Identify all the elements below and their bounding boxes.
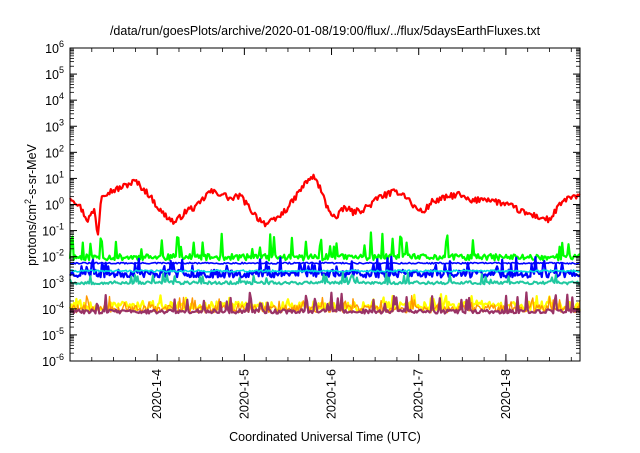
- series-layer: [68, 173, 581, 315]
- x-tick-label: 2020-1-5: [237, 369, 251, 419]
- y-tick-label: 10-3: [42, 274, 64, 291]
- y-tick-label: 103: [45, 117, 64, 134]
- y-tick-label: 101: [45, 169, 64, 186]
- axes-layer: 10-6 10-5 10-4 10-3 10-2 10-1 100 101 102 103 104 1…: [42, 39, 581, 419]
- series-line-teal: [69, 271, 581, 286]
- x-tick-label: 2020-1-7: [412, 369, 426, 419]
- chart-title: /data/run/goesPlots/archive/2020-01-08/1…: [110, 24, 541, 38]
- y-tick-label: 106: [45, 39, 64, 56]
- series-line-green: [68, 231, 581, 262]
- x-tick-label: 2020-1-6: [325, 369, 339, 419]
- y-tick-label: 104: [45, 91, 64, 108]
- series-line-purple: [69, 291, 581, 315]
- svg-text:protons/cm2-s-sr-MeV: protons/cm2-s-sr-MeV: [23, 143, 39, 265]
- y-tick-label: 10-5: [42, 326, 64, 343]
- y-tick-label: 10-4: [42, 300, 64, 317]
- x-axis-label: Coordinated Universal Time (UTC): [229, 430, 421, 444]
- x-tick-label: 2020-1-4: [150, 369, 164, 419]
- y-tick-label: 102: [45, 143, 64, 160]
- y-tick-label: 10-1: [42, 222, 64, 239]
- y-axis-label-rest: -s-sr-MeV: [25, 143, 39, 199]
- y-tick-label: 10-2: [42, 248, 64, 265]
- series-line-blue-flat: [69, 261, 581, 265]
- y-tick-label: 10-6: [42, 352, 64, 369]
- x-tick-label: 2020-1-8: [499, 369, 513, 419]
- series-line-red: [69, 173, 581, 236]
- y-tick-label: 105: [45, 65, 64, 82]
- y-axis-label-sup: 2: [23, 199, 33, 204]
- y-axis-label-base: protons/cm: [25, 204, 39, 266]
- series-line-cyan: [69, 269, 581, 273]
- y-axis-label: protons/cm2-s-sr-MeV: [23, 143, 39, 265]
- y-tick-label: 100: [45, 196, 64, 213]
